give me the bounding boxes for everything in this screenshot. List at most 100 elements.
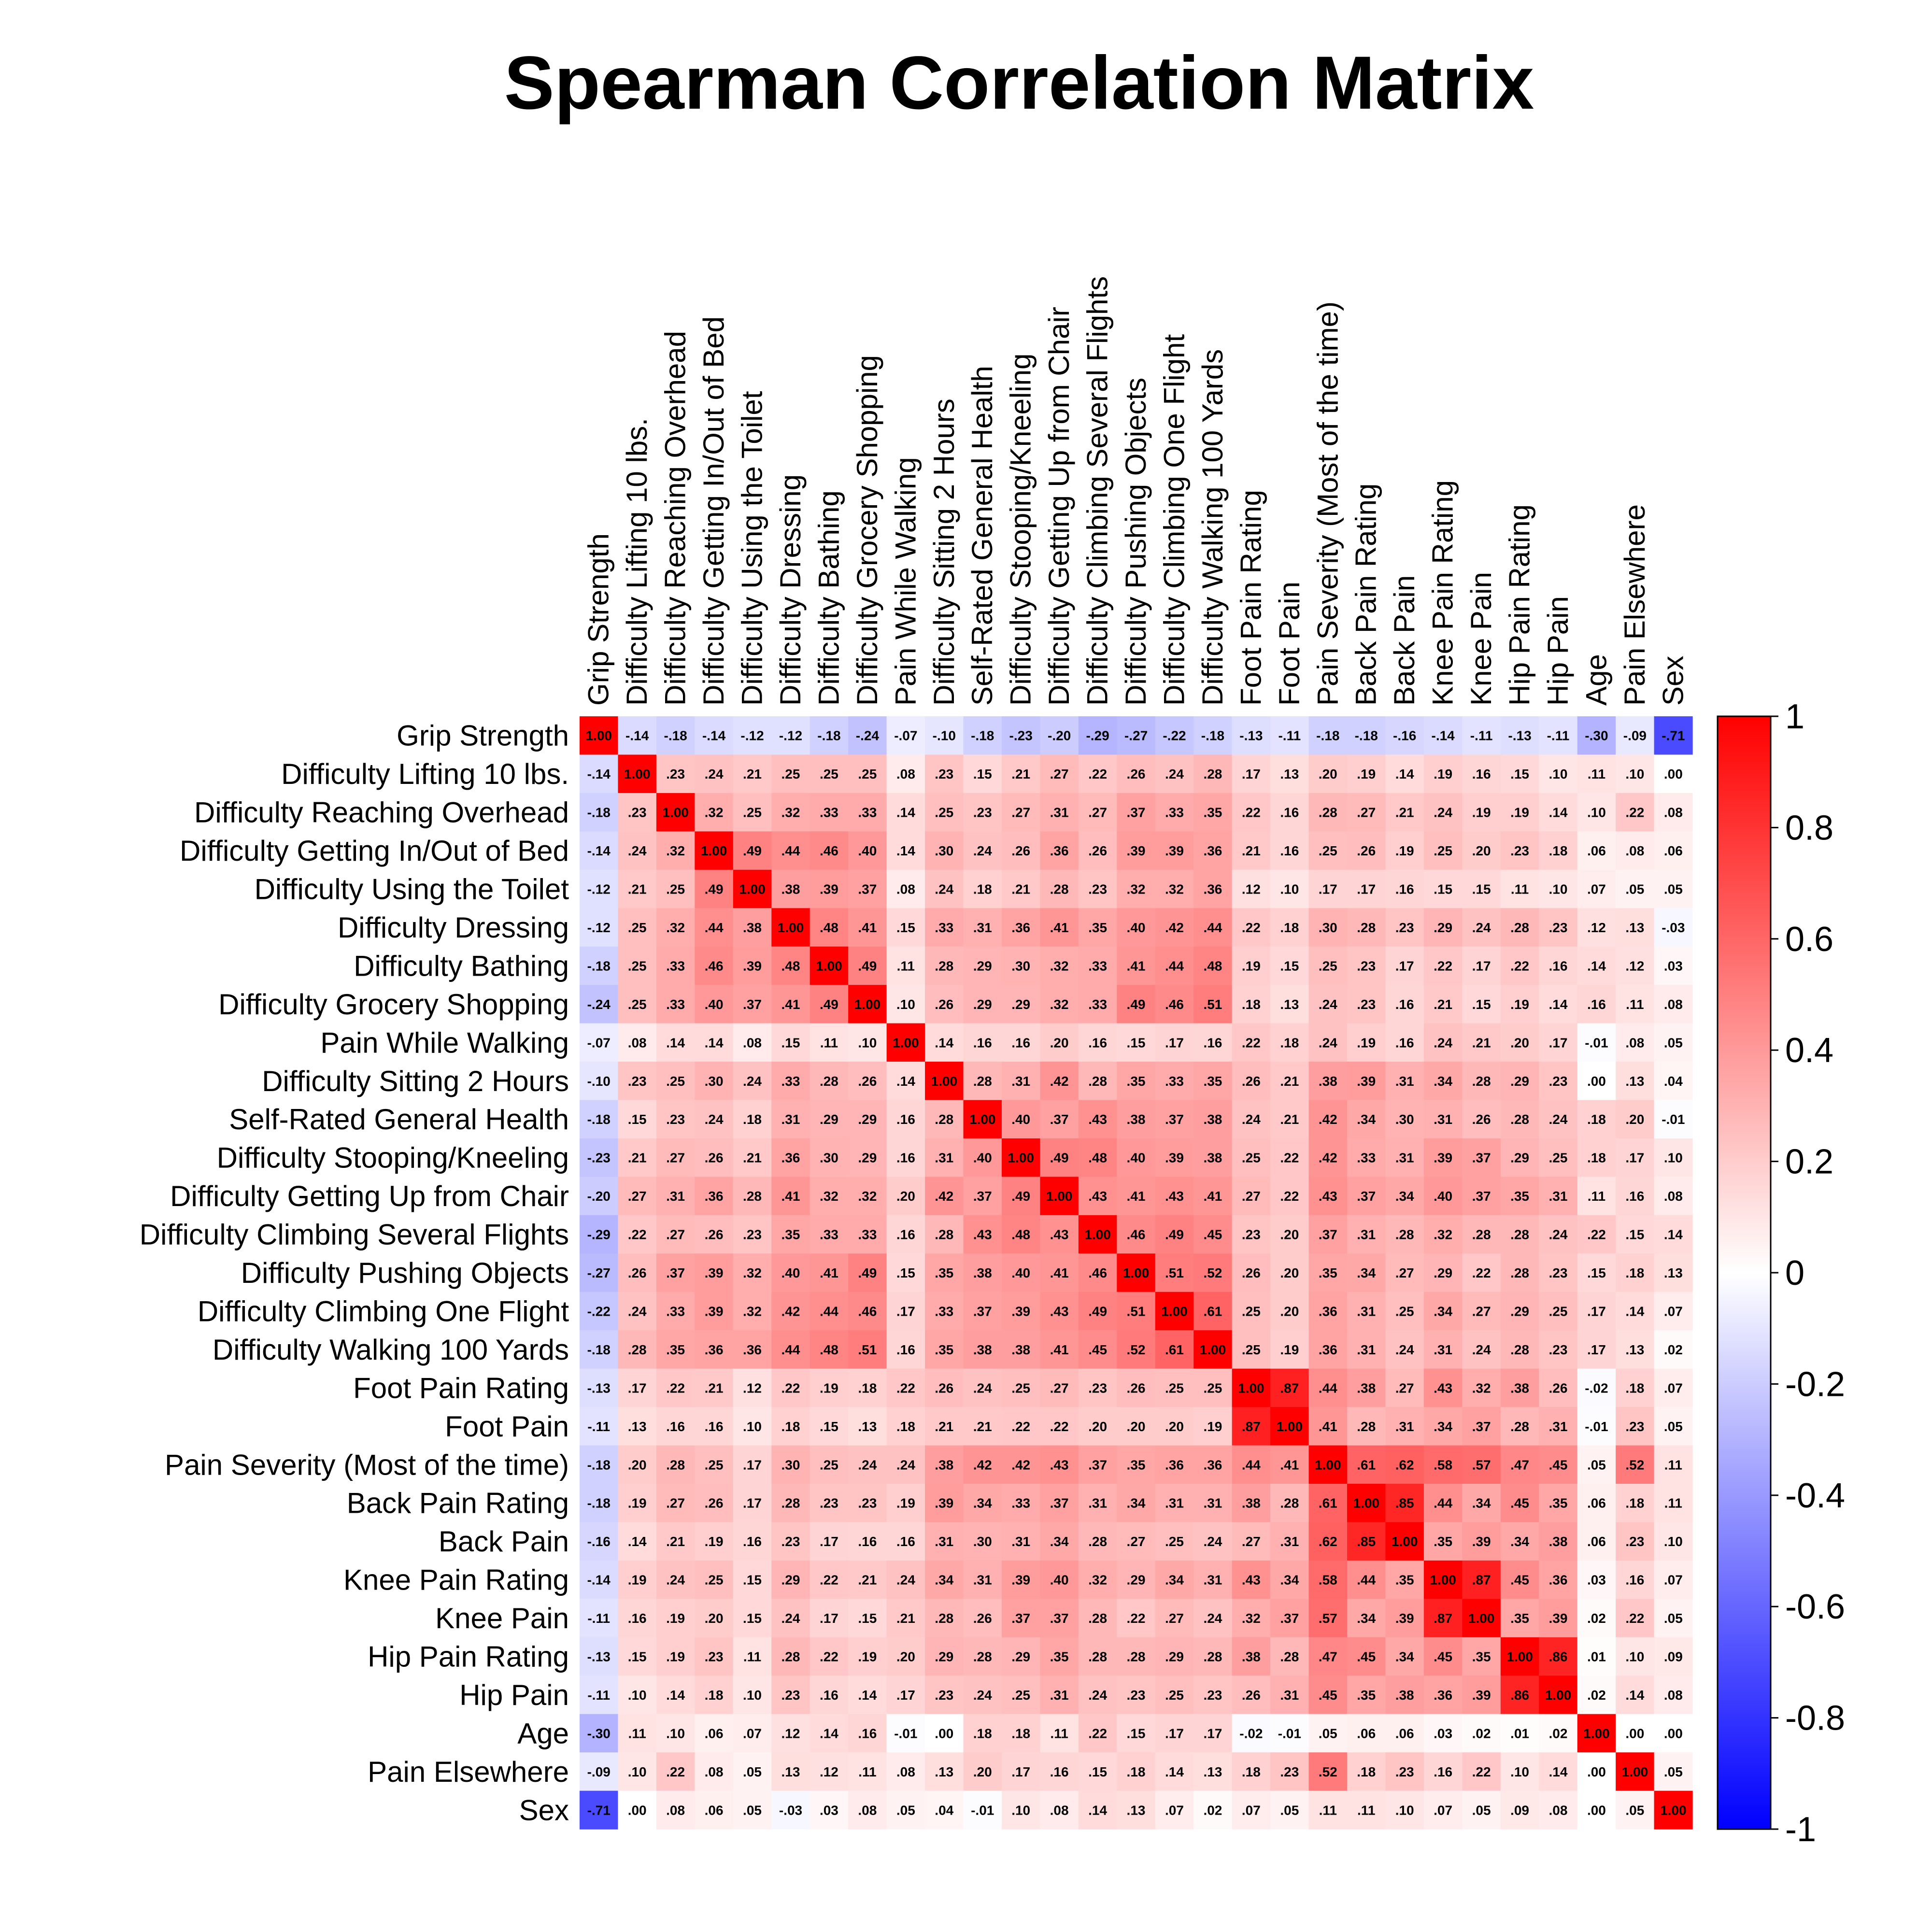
column-label: Difficulty Reaching Overhead xyxy=(659,331,692,706)
row-label: Difficulty Grocery Shopping xyxy=(218,988,569,1021)
cell-value-label: .07 xyxy=(1165,1803,1184,1818)
heatmap-cell xyxy=(1155,1790,1194,1830)
heatmap-cell xyxy=(1577,946,1616,985)
heatmap-cell xyxy=(733,1599,772,1638)
heatmap-cell xyxy=(963,1253,1002,1293)
cell-value-label: .58 xyxy=(1319,1573,1337,1588)
cell-value-label: .10 xyxy=(1549,882,1568,897)
heatmap-cell xyxy=(1616,1790,1655,1830)
heatmap-cell xyxy=(963,1330,1002,1369)
heatmap-cell xyxy=(618,1790,657,1830)
cell-value-label: .03 xyxy=(1434,1726,1452,1741)
cell-value-label: .00 xyxy=(1587,1764,1606,1779)
cell-value-label: .01 xyxy=(1587,1649,1606,1664)
cell-value-label: .27 xyxy=(1011,805,1030,820)
cell-value-label: .16 xyxy=(973,1035,992,1050)
heatmap-cell xyxy=(1117,869,1156,909)
cell-value-label: -.01 xyxy=(1662,1112,1685,1127)
row-label: Back Pain Rating xyxy=(347,1487,569,1520)
cell-value-label: .20 xyxy=(1319,767,1337,781)
cell-value-label: .25 xyxy=(705,1573,724,1588)
cell-value-label: .16 xyxy=(896,1151,915,1165)
cell-value-label: .35 xyxy=(1088,920,1107,935)
heatmap-cell xyxy=(1001,1445,1040,1484)
cell-value-label: .17 xyxy=(820,1611,838,1626)
heatmap-cell xyxy=(1001,1714,1040,1753)
cell-value-label: .18 xyxy=(1587,1151,1606,1165)
heatmap-cell xyxy=(1423,1407,1463,1446)
cell-value-label: -.20 xyxy=(587,1189,611,1204)
column-label: Knee Pain Rating xyxy=(1427,480,1459,706)
heatmap-cell xyxy=(695,1138,734,1177)
cell-value-label: .27 xyxy=(1395,1380,1414,1395)
cell-value-label: -.11 xyxy=(587,1419,610,1434)
cell-value-label: .27 xyxy=(1395,1265,1414,1280)
cell-value-label: .39 xyxy=(820,882,838,897)
heatmap-cell xyxy=(1423,831,1463,870)
heatmap-cell xyxy=(1308,1445,1348,1484)
cell-value-label: .19 xyxy=(1510,997,1529,1012)
heatmap-cell xyxy=(925,1177,964,1216)
heatmap-cell xyxy=(618,1522,657,1561)
heatmap-cell xyxy=(1385,1062,1424,1101)
heatmap-cell xyxy=(1577,1752,1616,1791)
cell-value-label: .18 xyxy=(896,1419,915,1434)
cell-value-label: .28 xyxy=(1280,1649,1299,1664)
heatmap-cell xyxy=(580,1138,619,1177)
cell-value-label: -.07 xyxy=(587,1035,611,1050)
heatmap-cell xyxy=(1385,1023,1424,1062)
cell-value-label: .29 xyxy=(973,997,992,1012)
cell-value-label: .21 xyxy=(858,1573,877,1588)
cell-value-label: .38 xyxy=(935,1457,953,1472)
heatmap-cell xyxy=(1308,1253,1348,1293)
heatmap-cell xyxy=(1385,1790,1424,1830)
cell-value-label: .41 xyxy=(1203,1189,1222,1204)
heatmap-cell xyxy=(1117,1522,1156,1561)
heatmap-cell xyxy=(1117,1062,1156,1101)
heatmap-cell xyxy=(1500,1522,1539,1561)
cell-value-label: .17 xyxy=(1165,1035,1184,1050)
heatmap-cell xyxy=(1347,1676,1386,1715)
heatmap-cell xyxy=(1577,1599,1616,1638)
heatmap-cell xyxy=(963,754,1002,794)
cell-value-label: .00 xyxy=(1587,1074,1606,1089)
row-label: Pain Elsewhere xyxy=(368,1756,569,1788)
heatmap-cell xyxy=(1577,716,1616,755)
cell-value-label: .24 xyxy=(1395,1342,1414,1357)
heatmap-cell xyxy=(1078,1062,1117,1101)
cell-value-label: .37 xyxy=(1280,1611,1299,1626)
heatmap-cell xyxy=(1423,1100,1463,1139)
cell-value-label: .49 xyxy=(1127,997,1146,1012)
heatmap-cell xyxy=(1462,831,1501,870)
cell-value-label: .39 xyxy=(1127,843,1146,858)
heatmap-cell xyxy=(925,754,964,794)
heatmap-cell xyxy=(1232,1790,1271,1830)
cell-value-label: .36 xyxy=(1319,1304,1337,1319)
heatmap-cell xyxy=(618,716,657,755)
cell-value-label: .25 xyxy=(1319,843,1337,858)
cell-value-label: .40 xyxy=(781,1265,800,1280)
cell-value-label: .24 xyxy=(935,882,953,897)
cell-value-label: .31 xyxy=(1011,1534,1030,1549)
heatmap-cell xyxy=(695,1560,734,1599)
heatmap-cell xyxy=(1616,1253,1655,1293)
heatmap-cell xyxy=(1654,754,1693,794)
cell-value-label: .23 xyxy=(628,1074,647,1089)
cell-value-label: .23 xyxy=(1549,1265,1568,1280)
heatmap-cell xyxy=(1577,1637,1616,1676)
cell-value-label: .48 xyxy=(781,958,800,973)
heatmap-cell xyxy=(1232,1062,1271,1101)
heatmap-cell xyxy=(618,1484,657,1523)
cell-value-label: .11 xyxy=(1588,1189,1605,1204)
cell-value-label: .17 xyxy=(1011,1764,1030,1779)
cell-value-label: .14 xyxy=(1549,805,1568,820)
heatmap-cell xyxy=(848,1023,887,1062)
heatmap-cell xyxy=(1577,1100,1616,1139)
heatmap-cell xyxy=(1078,1484,1117,1523)
cell-value-label: 1.00 xyxy=(854,997,881,1012)
heatmap-cell xyxy=(1577,985,1616,1024)
heatmap-cell xyxy=(1423,1138,1463,1177)
cell-value-label: .15 xyxy=(1434,882,1452,897)
cell-value-label: .28 xyxy=(1357,1419,1376,1434)
cell-value-label: .23 xyxy=(1549,920,1568,935)
